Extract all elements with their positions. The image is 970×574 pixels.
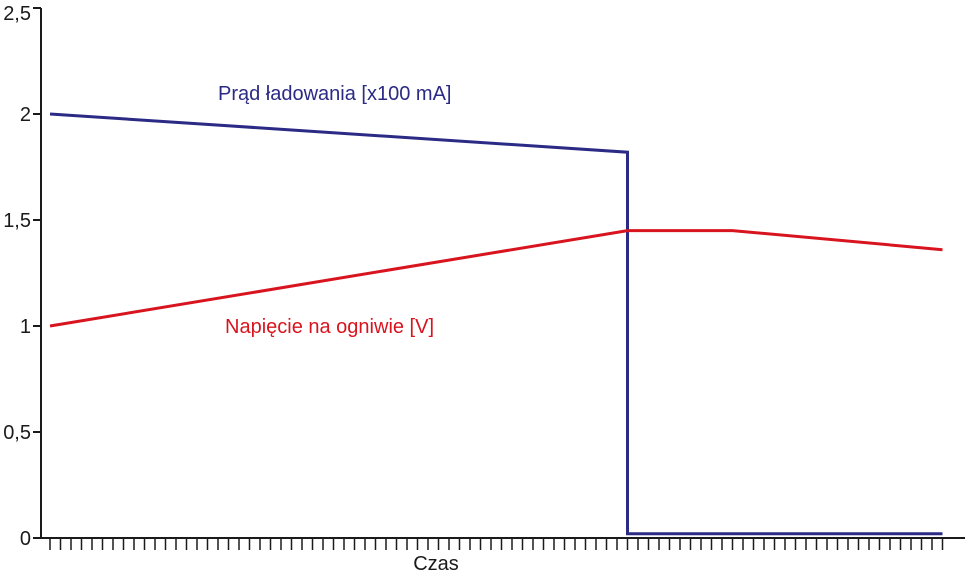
series-label-voltage: Napięcie na ogniwie [V] xyxy=(225,316,434,338)
x-axis-ticks xyxy=(49,538,944,550)
y-tick-label: 1 xyxy=(20,316,31,338)
y-tick-label: 0,5 xyxy=(3,422,31,444)
series-lines xyxy=(49,112,943,536)
y-tick-label: 1,5 xyxy=(3,210,31,232)
series-line-voltage xyxy=(49,229,943,328)
x-axis-title: Czas xyxy=(413,553,459,574)
series-label-current: Prąd ładowania [x100 mA] xyxy=(218,83,451,105)
y-tick-label: 2 xyxy=(20,104,31,126)
y-tick-label: 0 xyxy=(20,528,31,550)
series-line-current xyxy=(49,112,943,536)
y-tick-label: 2,5 xyxy=(3,3,31,25)
y-axis-ticks: 0 0,5 1 1,5 2 2,5 xyxy=(3,3,41,550)
